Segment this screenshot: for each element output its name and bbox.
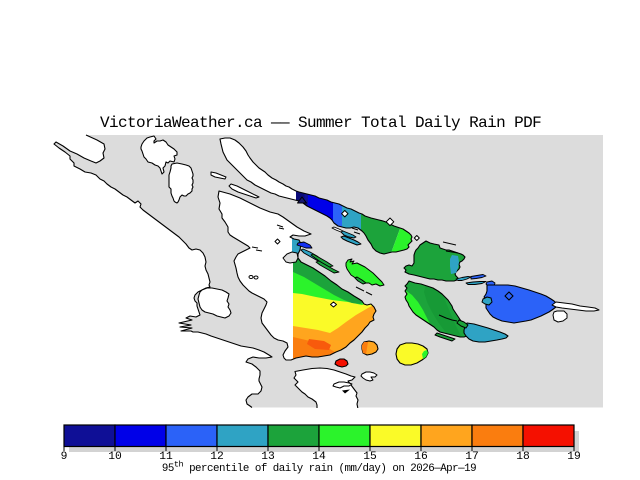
svg-text:14: 14 bbox=[312, 451, 326, 463]
svg-text:18: 18 bbox=[516, 451, 530, 463]
svg-text:19: 19 bbox=[567, 451, 581, 463]
svg-text:95th percentile of daily rain: 95th percentile of daily rain (mm/day) o… bbox=[162, 460, 476, 476]
svg-text:11: 11 bbox=[159, 451, 173, 463]
svg-text:10: 10 bbox=[108, 451, 122, 463]
svg-text:VictoriaWeather.ca —— Summer T: VictoriaWeather.ca —— Summer Total Daily… bbox=[100, 114, 541, 132]
svg-text:13: 13 bbox=[261, 451, 275, 463]
svg-text:9: 9 bbox=[61, 451, 68, 463]
svg-text:12: 12 bbox=[210, 451, 224, 463]
svg-text:16: 16 bbox=[414, 451, 428, 463]
svg-text:17: 17 bbox=[465, 451, 479, 463]
svg-text:15: 15 bbox=[363, 451, 377, 463]
